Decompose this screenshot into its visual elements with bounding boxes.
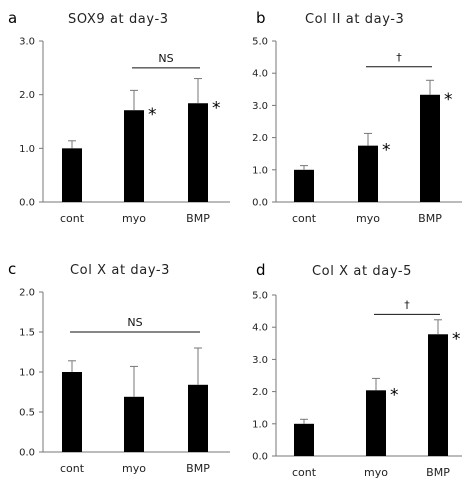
- significance-marker: *: [148, 105, 157, 125]
- bar-BMP: [420, 94, 440, 202]
- y-tick-label: 1.0: [252, 165, 268, 176]
- x-tick-label: BMP: [186, 212, 210, 225]
- bar-BMP: [428, 334, 448, 456]
- chart-panel-a: a SOX9 at day-3 0.0 1.0 2.0 3.0 cont myo * BMP * NS: [8, 9, 230, 225]
- y-tick-label: 0.5: [19, 408, 35, 419]
- chart-title: Col X at day-3: [70, 263, 170, 278]
- x-tick-label: cont: [292, 212, 317, 225]
- y-tick-label: 0.0: [19, 198, 35, 209]
- bar-cont: [62, 372, 82, 452]
- significance-marker: *: [390, 385, 399, 405]
- significance-marker: *: [212, 98, 221, 118]
- x-tick-label: BMP: [426, 466, 450, 479]
- y-tick-label: 1.0: [252, 419, 268, 430]
- bar-cont: [62, 148, 82, 202]
- bracket-label: †: [404, 298, 410, 311]
- chart-panel-c: c Col X at day-3 0.0 0.5 1.0 1.5 2.0 cont myo BMP…: [8, 260, 230, 475]
- y-tick-label: 1.5: [19, 328, 35, 339]
- bracket-label: NS: [127, 316, 142, 329]
- bar-cont: [294, 169, 314, 202]
- bar-myo: [124, 110, 144, 202]
- bar-BMP: [188, 103, 208, 202]
- bar-BMP: [188, 384, 208, 452]
- chart-panel-d: d Col X at day-5 0.0 1.0 2.0 3.0 4.0 5.0 cont myo…: [252, 261, 462, 479]
- y-tick-label: 3.0: [252, 355, 268, 366]
- x-tick-label: BMP: [418, 212, 442, 225]
- y-tick-label: 3.0: [19, 37, 35, 48]
- y-tick-label: 4.0: [252, 69, 268, 80]
- panel-letter: b: [256, 9, 266, 27]
- bar-myo: [358, 145, 378, 202]
- bar-cont: [294, 423, 314, 456]
- significance-marker: *: [382, 141, 391, 161]
- bracket-label: NS: [158, 52, 173, 65]
- y-tick-label: 0.0: [252, 452, 268, 463]
- x-tick-label: BMP: [186, 462, 210, 475]
- x-tick-label: cont: [60, 212, 85, 225]
- y-tick-label: 0.0: [19, 448, 35, 459]
- y-tick-label: 1.0: [19, 368, 35, 379]
- x-tick-label: cont: [60, 462, 85, 475]
- panel-letter: d: [256, 261, 266, 279]
- panel-letter: a: [8, 9, 17, 27]
- x-tick-label: cont: [292, 466, 317, 479]
- x-tick-label: myo: [122, 462, 146, 475]
- x-tick-label: myo: [356, 212, 380, 225]
- bracket-label: †: [396, 51, 402, 64]
- chart-title: SOX9 at day-3: [68, 12, 169, 27]
- chart-title: Col II at day-3: [305, 12, 404, 27]
- y-tick-label: 5.0: [252, 291, 268, 302]
- y-tick-label: 5.0: [252, 37, 268, 48]
- x-tick-label: myo: [364, 466, 388, 479]
- panel-letter: c: [8, 260, 16, 278]
- y-tick-label: 2.0: [252, 133, 268, 144]
- y-tick-label: 2.0: [19, 288, 35, 299]
- x-tick-label: myo: [122, 212, 146, 225]
- y-tick-label: 4.0: [252, 323, 268, 334]
- bar-myo: [366, 390, 386, 456]
- significance-marker: *: [444, 90, 453, 110]
- bar-myo: [124, 396, 144, 452]
- y-tick-label: 2.0: [252, 387, 268, 398]
- y-tick-label: 3.0: [252, 101, 268, 112]
- chart-panel-b: b Col II at day-3 0.0 1.0 2.0 3.0 4.0 5.0 cont my…: [252, 9, 462, 225]
- y-tick-label: 1.0: [19, 144, 35, 155]
- chart-title: Col X at day-5: [312, 264, 412, 279]
- y-tick-label: 0.0: [252, 198, 268, 209]
- significance-marker: *: [452, 329, 461, 349]
- y-tick-label: 2.0: [19, 90, 35, 101]
